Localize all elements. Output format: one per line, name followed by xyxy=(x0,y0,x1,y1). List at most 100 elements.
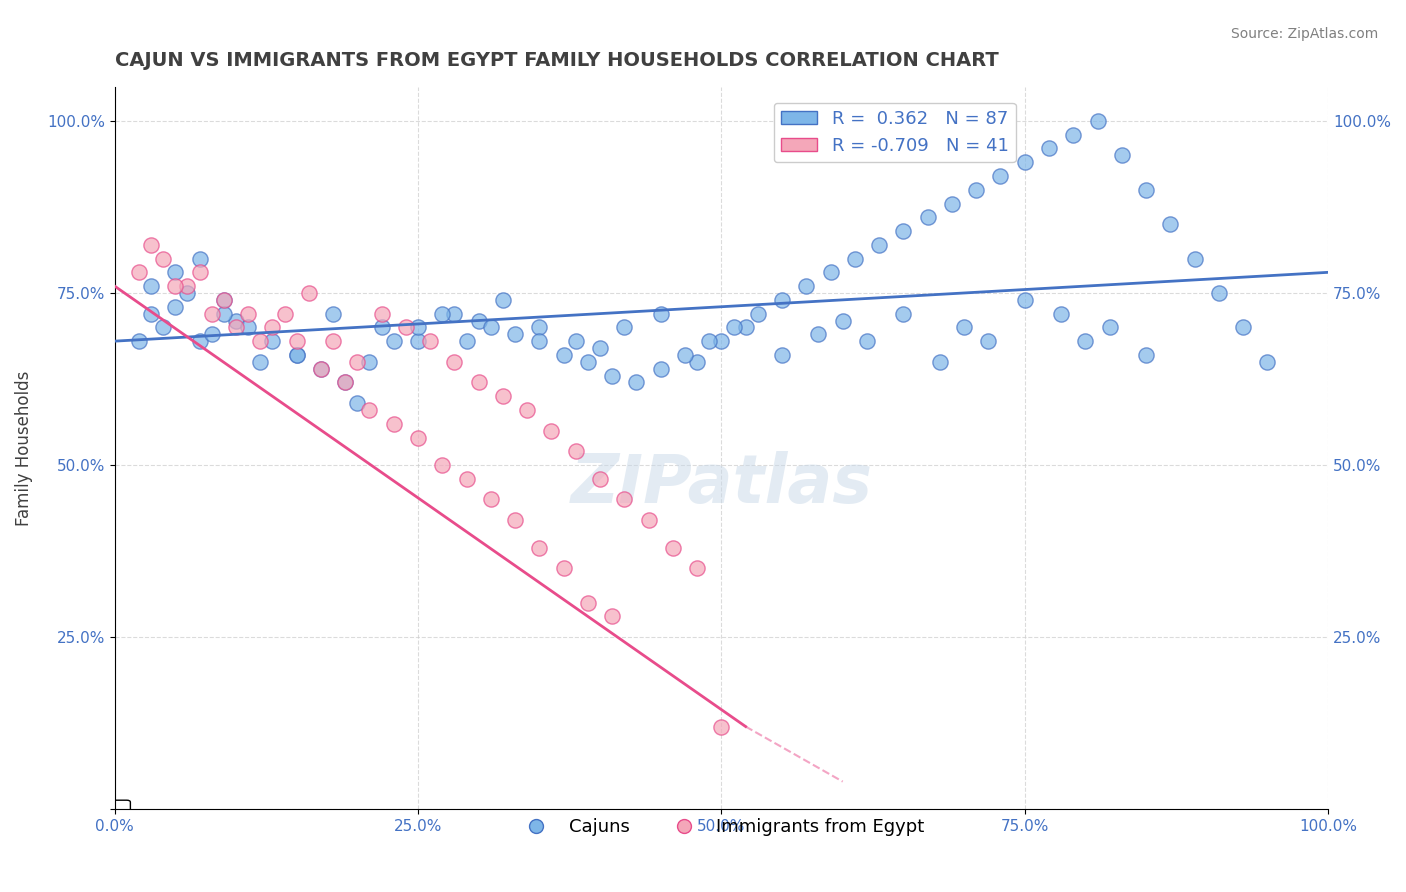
Point xyxy=(128,334,150,348)
Point xyxy=(273,307,295,321)
Point xyxy=(941,196,963,211)
Point xyxy=(1135,183,1157,197)
Text: Source: ZipAtlas.com: Source: ZipAtlas.com xyxy=(1230,27,1378,41)
Point xyxy=(456,472,478,486)
Point xyxy=(529,334,551,348)
Point xyxy=(467,376,489,390)
Point xyxy=(298,285,321,300)
Point xyxy=(697,334,720,348)
Point xyxy=(831,313,853,327)
Point xyxy=(165,300,187,314)
Point xyxy=(1232,320,1254,334)
Point xyxy=(844,252,866,266)
Point xyxy=(346,355,368,369)
Point xyxy=(686,355,709,369)
Point xyxy=(1038,141,1060,155)
Point xyxy=(673,348,696,362)
Point xyxy=(406,320,429,334)
Point xyxy=(529,541,551,555)
Point xyxy=(770,348,793,362)
Point xyxy=(322,307,344,321)
Point xyxy=(359,403,381,417)
Point xyxy=(406,430,429,444)
Point xyxy=(965,183,987,197)
Text: CAJUN VS IMMIGRANTS FROM EGYPT FAMILY HOUSEHOLDS CORRELATION CHART: CAJUN VS IMMIGRANTS FROM EGYPT FAMILY HO… xyxy=(115,51,998,70)
Point xyxy=(406,334,429,348)
Point xyxy=(285,348,308,362)
Point xyxy=(928,355,950,369)
Point xyxy=(540,424,562,438)
Point xyxy=(236,307,259,321)
Point xyxy=(152,320,174,334)
Point xyxy=(382,334,405,348)
Point xyxy=(322,334,344,348)
Point xyxy=(139,237,162,252)
Point xyxy=(370,307,392,321)
Point xyxy=(262,320,284,334)
Point xyxy=(249,334,271,348)
Point xyxy=(432,307,454,321)
Point xyxy=(893,307,915,321)
Point xyxy=(856,334,879,348)
Point xyxy=(723,320,745,334)
Point xyxy=(309,361,332,376)
Point xyxy=(807,327,830,342)
Point xyxy=(1098,320,1121,334)
Point xyxy=(285,348,308,362)
Point xyxy=(820,265,842,279)
Point xyxy=(359,355,381,369)
Text: ZIPatlas: ZIPatlas xyxy=(571,451,872,517)
Point xyxy=(589,472,612,486)
Point xyxy=(600,368,623,383)
Point xyxy=(1074,334,1097,348)
Point xyxy=(139,279,162,293)
Point xyxy=(1062,128,1084,142)
Point xyxy=(686,561,709,575)
Point xyxy=(613,320,636,334)
Point xyxy=(917,211,939,225)
Point xyxy=(262,334,284,348)
Point xyxy=(990,169,1012,183)
Point xyxy=(1050,307,1073,321)
Point xyxy=(382,417,405,431)
Point xyxy=(492,293,515,307)
Point xyxy=(770,293,793,307)
Point xyxy=(479,320,502,334)
Point xyxy=(176,279,198,293)
Point xyxy=(589,341,612,355)
Point xyxy=(128,265,150,279)
Point xyxy=(503,327,526,342)
Point xyxy=(794,279,817,293)
Point xyxy=(152,252,174,266)
Point xyxy=(225,320,247,334)
Point xyxy=(553,561,575,575)
Point xyxy=(1111,148,1133,162)
Point xyxy=(1087,114,1109,128)
Point xyxy=(977,334,1000,348)
Point xyxy=(710,334,733,348)
Point xyxy=(188,265,211,279)
Point xyxy=(516,403,538,417)
Point xyxy=(868,237,890,252)
Point xyxy=(467,313,489,327)
Point xyxy=(212,307,235,321)
Point xyxy=(637,513,659,527)
Point xyxy=(650,307,672,321)
Point xyxy=(662,541,685,555)
Point xyxy=(285,334,308,348)
Point xyxy=(503,513,526,527)
Point xyxy=(309,361,332,376)
Point xyxy=(201,327,224,342)
Point xyxy=(443,355,465,369)
Point xyxy=(335,376,357,390)
Point xyxy=(1014,293,1036,307)
Point xyxy=(1135,348,1157,362)
Point xyxy=(139,307,162,321)
Point xyxy=(600,609,623,624)
Point xyxy=(432,458,454,472)
Point xyxy=(1256,355,1278,369)
Point xyxy=(613,492,636,507)
Point xyxy=(212,293,235,307)
Point xyxy=(953,320,976,334)
Point xyxy=(443,307,465,321)
